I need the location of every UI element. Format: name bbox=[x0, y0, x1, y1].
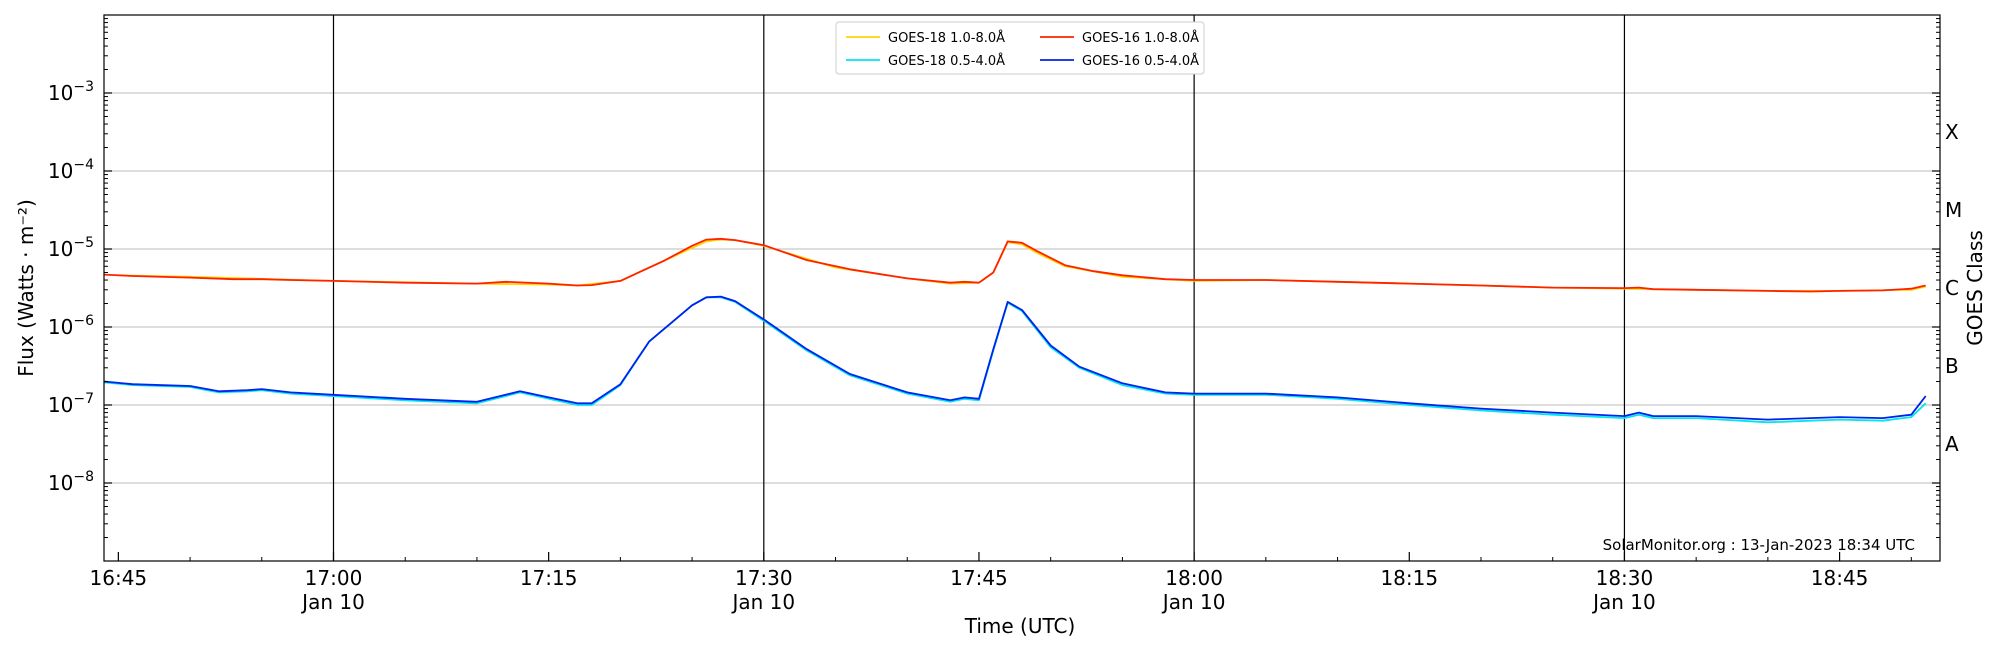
series-line-2 bbox=[103, 237, 1926, 293]
x-tick-label-4: 17:45 bbox=[950, 566, 1008, 590]
x-tick-label-7: 18:30 bbox=[1596, 566, 1654, 590]
goes-class-label-c: C bbox=[1945, 276, 1959, 300]
legend-label-2: GOES-16 1.0-8.0Å bbox=[1082, 30, 1199, 46]
series-line-3 bbox=[103, 295, 1927, 421]
x-tick-date-1: Jan 10 bbox=[300, 590, 365, 614]
x-tick-label-1: 17:00 bbox=[305, 566, 363, 590]
legend: GOES-18 1.0-8.0Å GOES-18 0.5-4.0Å GOES-16 … bbox=[835, 21, 1205, 75]
x-tick-label-2: 17:15 bbox=[520, 566, 578, 590]
legend-box bbox=[835, 21, 1205, 75]
y-tick-label-1: 10−4 bbox=[48, 157, 94, 183]
goes-class-label-a: A bbox=[1945, 432, 1959, 456]
solarmonitor-annotation: SolarMonitor.org : 13-Jan-2023 18:34 UTC bbox=[1603, 536, 1915, 554]
y-tick-label-3: 10−6 bbox=[48, 313, 94, 339]
goes-class-label-x: X bbox=[1945, 120, 1959, 144]
x-axis-title: Time (UTC) bbox=[964, 614, 1076, 638]
x-tick-date-7: Jan 10 bbox=[1591, 590, 1656, 614]
x-tick-label-8: 18:45 bbox=[1811, 566, 1869, 590]
y-tick-label-2: 10−5 bbox=[48, 235, 94, 261]
legend-label-3: GOES-16 0.5-4.0Å bbox=[1082, 53, 1199, 69]
series-layer bbox=[103, 237, 1927, 424]
goes-class-axis-title: GOES Class bbox=[1963, 230, 1987, 346]
plot-frame bbox=[103, 14, 1941, 562]
tick-layer bbox=[104, 18, 1940, 561]
grid-layer bbox=[104, 92, 1940, 484]
x-tick-label-5: 18:00 bbox=[1165, 566, 1223, 590]
x-tick-date-3: Jan 10 bbox=[730, 590, 795, 614]
legend-label-1: GOES-18 0.5-4.0Å bbox=[888, 53, 1005, 69]
x-tick-label-3: 17:30 bbox=[735, 566, 793, 590]
y-tick-label-4: 10−7 bbox=[48, 391, 94, 417]
y-tick-label-5: 10−8 bbox=[48, 469, 94, 495]
goes-class-label-b: B bbox=[1945, 354, 1959, 378]
x-tick-date-5: Jan 10 bbox=[1161, 590, 1226, 614]
legend-label-0: GOES-18 1.0-8.0Å bbox=[888, 30, 1005, 46]
x-tick-label-6: 18:15 bbox=[1380, 566, 1438, 590]
y-tick-label-0: 10−3 bbox=[48, 79, 94, 105]
series-line-1 bbox=[103, 296, 1927, 424]
x-tick-label-0: 16:45 bbox=[90, 566, 148, 590]
goes-class-label-m: M bbox=[1945, 198, 1962, 222]
y-axis-title: Flux (Watts · m⁻²) bbox=[14, 199, 38, 377]
